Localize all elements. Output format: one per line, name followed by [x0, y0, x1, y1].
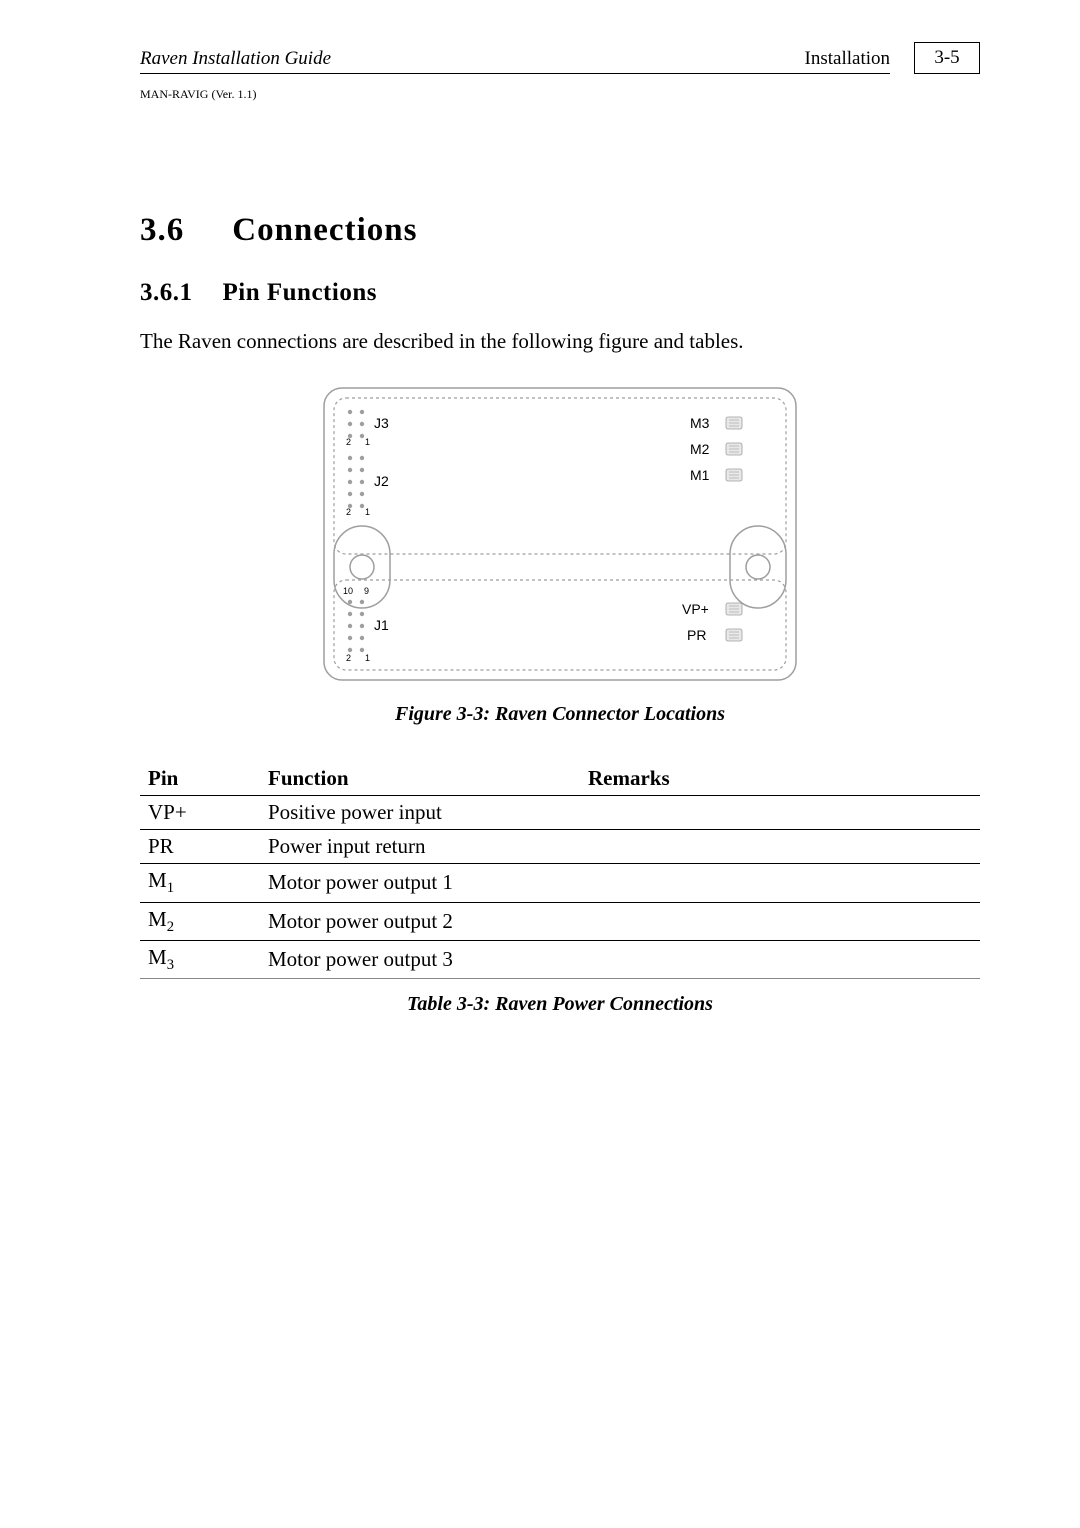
table-row: PRPower input return [140, 830, 980, 864]
cell-pin: PR [140, 830, 260, 864]
subsection-heading: 3.6.1 Pin Functions [140, 279, 980, 307]
label-j3: J3 [374, 415, 389, 431]
pin-2-j2: 2 [346, 507, 351, 517]
cell-pin: M3 [140, 940, 260, 978]
cell-pin: M2 [140, 902, 260, 940]
connector-diagram: 2 1 J3 2 1 J2 10 9 [320, 384, 800, 684]
figure-caption: Figure 3-3: Raven Connector Locations [320, 703, 800, 726]
terminal-vpp: VP+ [682, 601, 742, 617]
cell-remarks [580, 940, 980, 978]
screw-hole-right [730, 526, 786, 608]
table-row: M1Motor power output 1 [140, 864, 980, 902]
page-number: 3-5 [934, 47, 959, 69]
th-pin: Pin [140, 762, 260, 796]
page-header: Raven Installation Guide Installation 3-… [140, 48, 980, 82]
cell-function: Power input return [260, 830, 580, 864]
pin-table: Pin Function Remarks VP+Positive power i… [140, 762, 980, 979]
cell-pin: VP+ [140, 796, 260, 830]
table-row: M3Motor power output 3 [140, 940, 980, 978]
connector-j2: 2 1 J2 [346, 456, 389, 517]
terminal-m3: M3 [690, 415, 742, 431]
table-header-row: Pin Function Remarks [140, 762, 980, 796]
pin-1-j3: 1 [365, 437, 370, 447]
cell-remarks [580, 796, 980, 830]
table-caption: Table 3-3: Raven Power Connections [140, 993, 980, 1016]
header-rule [140, 73, 890, 74]
cell-function: Motor power output 2 [260, 902, 580, 940]
terminal-m1: M1 [690, 467, 742, 483]
table-row: M2Motor power output 2 [140, 902, 980, 940]
section-heading: 3.6 Connections [140, 212, 980, 249]
pin-9-j1: 9 [364, 586, 369, 596]
subsection-title: Pin Functions [223, 279, 377, 307]
intro-paragraph: The Raven connections are described in t… [140, 327, 980, 356]
dashed-bottom [334, 580, 786, 670]
label-j2: J2 [374, 473, 389, 489]
page-number-box: 3-5 [914, 42, 980, 74]
label-m2: M2 [690, 441, 710, 457]
th-remarks: Remarks [580, 762, 980, 796]
pin-table-body: VP+Positive power inputPRPower input ret… [140, 796, 980, 979]
page: Raven Installation Guide Installation 3-… [0, 0, 1080, 1528]
connector-j1: 10 9 2 1 J1 [343, 586, 389, 663]
section-number: 3.6 [140, 212, 184, 249]
label-m3: M3 [690, 415, 710, 431]
cell-remarks [580, 864, 980, 902]
cell-pin: M1 [140, 864, 260, 902]
cell-function: Motor power output 3 [260, 940, 580, 978]
header-sub: MAN-RAVIG (Ver. 1.1) [140, 87, 980, 102]
label-m1: M1 [690, 467, 710, 483]
subsection-number: 3.6.1 [140, 279, 193, 307]
section-title: Connections [232, 212, 417, 249]
label-pr: PR [687, 627, 706, 643]
table-row: VP+Positive power input [140, 796, 980, 830]
label-j1: J1 [374, 617, 389, 633]
label-vpp: VP+ [682, 601, 709, 617]
terminal-m2: M2 [690, 441, 742, 457]
header-left: Raven Installation Guide [140, 48, 331, 70]
terminal-pr: PR [687, 627, 742, 643]
pin-2-j3: 2 [346, 437, 351, 447]
cell-remarks [580, 830, 980, 864]
dashed-top [334, 398, 786, 554]
pin-1-j2: 1 [365, 507, 370, 517]
cell-function: Motor power output 1 [260, 864, 580, 902]
pin-10-j1: 10 [343, 586, 353, 596]
pin-2-j1: 2 [346, 653, 351, 663]
figure-container: 2 1 J3 2 1 J2 10 9 [320, 384, 800, 726]
connector-j3: 2 1 J3 [346, 410, 389, 447]
board-outline [324, 388, 796, 680]
header-right: Installation [805, 48, 890, 70]
cell-function: Positive power input [260, 796, 580, 830]
pin-1-j1: 1 [365, 653, 370, 663]
cell-remarks [580, 902, 980, 940]
th-function: Function [260, 762, 580, 796]
